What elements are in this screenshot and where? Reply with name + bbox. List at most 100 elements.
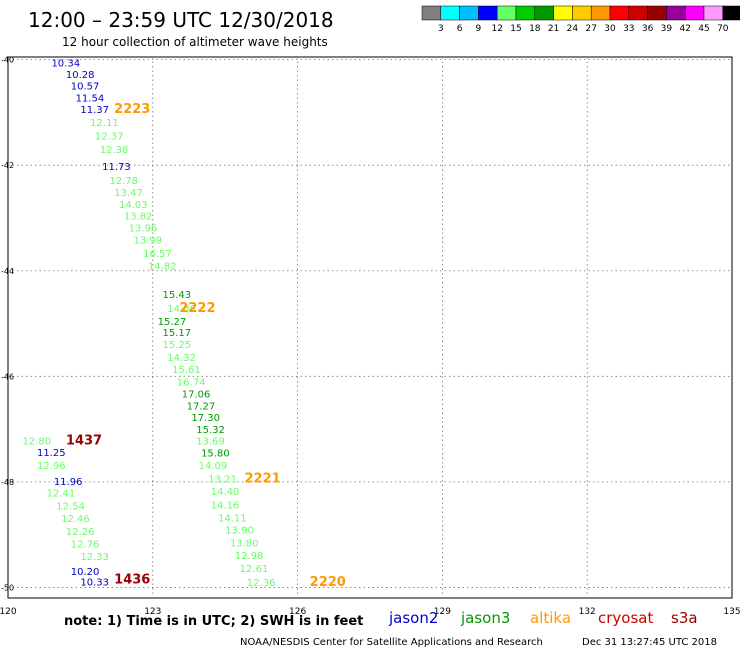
color-stop-label: 39 (661, 24, 673, 34)
jason3-point-label: 15.61 (172, 365, 201, 376)
jason3-point-label: 13.69 (196, 436, 225, 447)
altika-point-label: 2220 (310, 575, 346, 590)
s3a-point-label: 17.27 (187, 402, 216, 413)
jason3-point-label: 14.40 (211, 487, 240, 498)
color-stop-label: 9 (476, 24, 482, 34)
satellite-legend: jason2 jason3 altika cryosat s3a (388, 609, 698, 627)
jason3-point-label: 13.90 (225, 526, 254, 537)
color-stop-label: 27 (585, 24, 596, 34)
legend-entry-cryosat: cryosat (598, 609, 653, 627)
jason3-point-label: 12.98 (235, 551, 264, 562)
jason3-point-label: 12.41 (47, 489, 76, 500)
jason3-point-label: 15.25 (162, 340, 191, 351)
color-stop-label: 36 (642, 24, 654, 34)
x-tick-label: 132 (579, 607, 596, 617)
jason3-point-label: 16.74 (177, 377, 206, 388)
jason3-point-label: 13.96 (129, 224, 158, 235)
color-swatch (572, 5, 592, 21)
color-swatch (478, 5, 498, 21)
legend-entry-s3a: s3a (671, 609, 698, 627)
color-stop-label: 3 (438, 24, 444, 34)
color-stop-label: 12 (491, 24, 502, 34)
jason3-point-label: 12.38 (100, 145, 129, 156)
jason2-point-label: 10.20 (71, 567, 100, 578)
s3a-point-label: 15.43 (162, 290, 191, 301)
color-swatch (628, 5, 648, 21)
jason3-point-label: 12.76 (71, 539, 100, 550)
plot-frame (7, 56, 733, 599)
jason3-point-label: 12.36 (247, 578, 276, 589)
footer-credit: NOAA/NESDIS Center for Satellite Applica… (240, 637, 543, 648)
jason2-point-label: 10.57 (71, 82, 100, 93)
jason2-point-label: 10.34 (51, 59, 80, 70)
y-tick-label: -40 (1, 56, 14, 65)
jason2-point-label: 11.54 (76, 93, 105, 104)
jason2-point-label: 11.37 (80, 105, 109, 116)
s3a-point-label: 15.80 (201, 449, 230, 460)
color-swatch (459, 5, 479, 21)
color-stop-label: 42 (679, 24, 690, 34)
jason3-point-label: 12.80 (22, 436, 51, 447)
x-tick-label: 120 (0, 607, 17, 617)
jason3-point-label: 13.80 (230, 538, 259, 549)
jason3-point-label: 12.11 (90, 118, 119, 129)
color-swatch (440, 5, 460, 21)
jason2-point-label: 11.96 (54, 477, 83, 488)
jason3-point-label: 13.99 (133, 235, 162, 246)
jason3-point-label: 14.82 (148, 262, 177, 273)
color-stop-label: 70 (717, 24, 729, 34)
x-tick-label: 126 (289, 607, 306, 617)
s3a-point-label: 17.30 (191, 413, 220, 424)
color-swatch (534, 5, 554, 21)
s3a-point-label: 15.17 (162, 328, 191, 339)
color-stop-label: 6 (457, 24, 463, 34)
jason3-point-label: 16.57 (143, 249, 172, 260)
jason3-point-label: 12.37 (95, 131, 124, 142)
chart-title: 12:00 – 23:59 UTC 12/30/2018 (28, 8, 334, 32)
legend-entry-altika: altika (530, 609, 571, 627)
color-swatch (421, 5, 442, 21)
jason3-point-label: 14.86 (167, 304, 196, 315)
jason3-point-label: 12.33 (80, 552, 109, 563)
x-tick-label: 135 (723, 607, 740, 617)
jason2-point-label: 11.73 (102, 162, 131, 173)
jason3-point-label: 14.32 (167, 353, 196, 364)
color-stop-label: 33 (623, 24, 634, 34)
color-stop-label: 18 (529, 24, 541, 34)
footer-note: note: 1) Time is in UTC; 2) SWH is in fe… (64, 614, 363, 629)
footer-timestamp: Dec 31 13:27:45 UTC 2018 (582, 637, 717, 648)
plot-area: 120 123 126 129 132 135 -40 -42 -44 -46 -48 -50 (0, 56, 740, 617)
x-tick-label: 129 (434, 607, 451, 617)
color-swatch (666, 5, 686, 21)
jason3-point-label: 12.46 (61, 514, 90, 525)
jason2-point-label: 10.33 (80, 577, 109, 588)
jason3-point-label: 13.82 (124, 212, 153, 223)
jason3-point-label: 12.78 (109, 176, 138, 187)
color-swatch (647, 5, 667, 21)
color-stop-label: 30 (604, 24, 616, 34)
color-stop-label: 21 (548, 24, 559, 34)
s3a-point-label: 17.06 (182, 389, 211, 400)
y-tick-label: -42 (1, 161, 14, 170)
color-swatch (515, 5, 536, 21)
y-tick-label: -44 (1, 267, 14, 276)
altika-point-label: 2221 (245, 471, 281, 486)
s3a-point-label: 15.27 (158, 317, 187, 328)
chart-subtitle: 12 hour collection of altimeter wave hei… (62, 35, 328, 49)
y-tick-label: -48 (1, 478, 14, 487)
y-tick-label: -46 (1, 372, 14, 381)
legend-entry-jason3: jason3 (460, 609, 510, 627)
color-stop-label: 24 (567, 24, 579, 34)
jason3-point-label: 12.96 (37, 461, 66, 472)
legend-entry-jason2: jason2 (388, 609, 438, 627)
jason2-point-label: 11.25 (37, 448, 66, 459)
color-swatch (684, 5, 705, 21)
jason3-point-label: 13.47 (114, 188, 143, 199)
jason3-point-label: 14.03 (119, 200, 148, 211)
cryosat-point-label: 1437 (66, 433, 102, 448)
altika-point-label: 2223 (114, 102, 150, 117)
s3a-point-label: 15.32 (196, 425, 225, 436)
